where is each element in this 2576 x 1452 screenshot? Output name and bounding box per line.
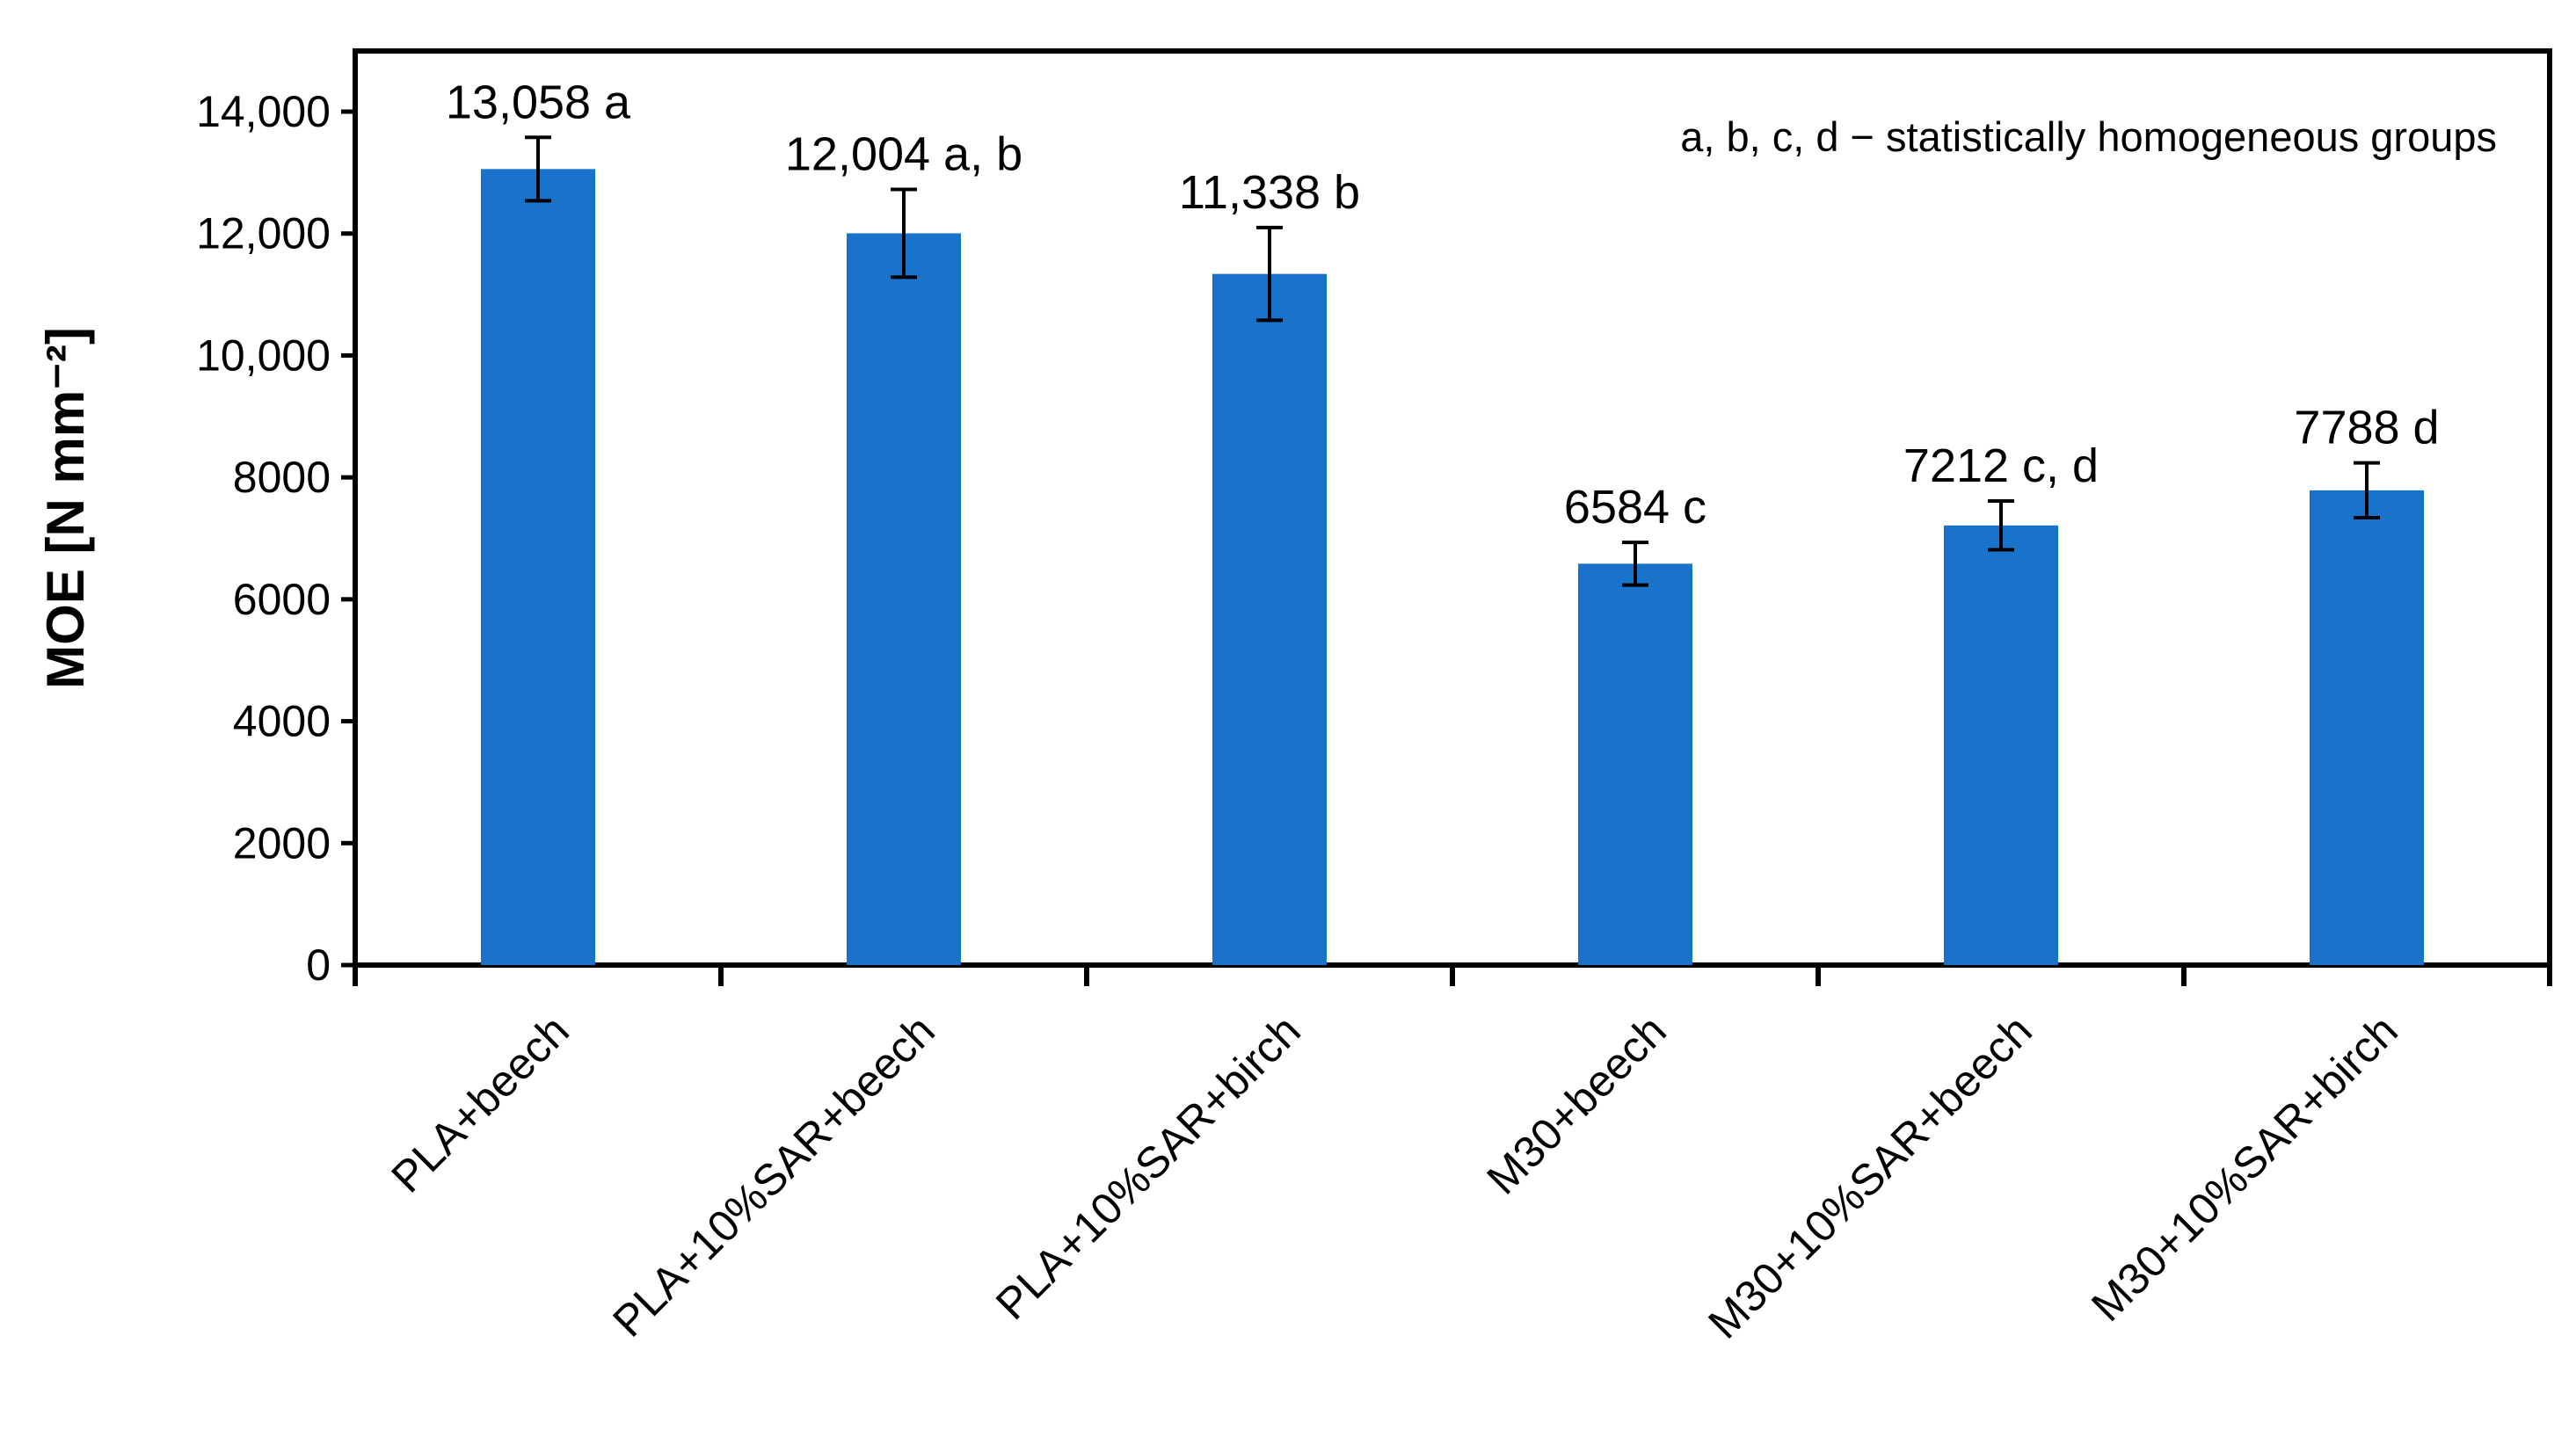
data-label: 13,058 a — [446, 76, 631, 128]
data-labels-group: 13,058 a 12,004 a, b 11,338 b 6584 c 7212 c,… — [446, 76, 2440, 534]
plot-frame — [353, 48, 2552, 968]
x-category-label: PLA+10%SAR+birch — [986, 1006, 1310, 1329]
data-label: 7212 c, d — [1903, 439, 2099, 492]
bar — [1578, 563, 1692, 965]
bar — [2310, 490, 2424, 965]
data-label: 12,004 a, b — [785, 127, 1022, 180]
y-axis: 0 2000 4000 6000 8000 10,000 12,000 14,000 — [196, 87, 355, 990]
y-tick-label: 0 — [306, 940, 331, 990]
bar — [481, 169, 595, 966]
y-tick-label: 4000 — [233, 697, 331, 746]
y-tick-label: 14,000 — [196, 87, 331, 136]
bar — [847, 233, 961, 965]
x-axis: PLA+beech PLA+10%SAR+beech PLA+10%SAR+birc… — [353, 965, 2552, 1348]
error-bars-group — [525, 135, 2380, 587]
x-category-label: M30+10%SAR+beech — [1699, 1006, 2041, 1347]
y-tick-label: 6000 — [233, 575, 331, 624]
x-category-label: M30+beech — [1477, 1006, 1675, 1203]
data-label: 6584 c — [1564, 481, 1706, 534]
x-category-label: M30+10%SAR+birch — [2082, 1006, 2407, 1331]
groups-annotation: a, b, c, d − statistically homogeneous g… — [1680, 113, 2497, 160]
bars-group — [481, 169, 2424, 966]
data-label: 11,338 b — [1179, 166, 1360, 219]
y-tick-label: 8000 — [233, 453, 331, 502]
x-category-label: PLA+10%SAR+beech — [603, 1006, 944, 1347]
x-category-label: PLA+beech — [382, 1006, 578, 1202]
y-tick-label: 10,000 — [196, 330, 331, 380]
y-tick-label: 12,000 — [196, 209, 331, 258]
y-tick-label: 2000 — [233, 818, 331, 868]
y-axis-label: MOE [N mm⁻²] — [36, 327, 95, 689]
data-label: 7788 d — [2294, 402, 2439, 454]
bar — [1212, 273, 1327, 965]
bar — [1944, 525, 2058, 965]
